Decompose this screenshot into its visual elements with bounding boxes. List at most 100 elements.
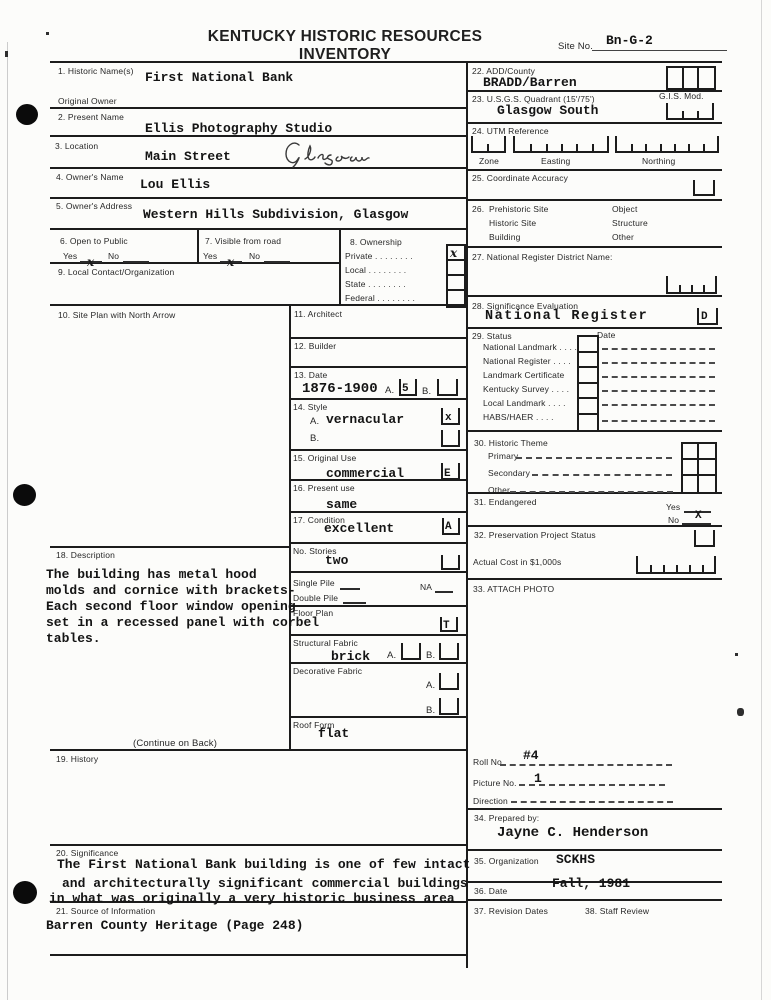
theme-other-label: Other [488, 485, 511, 495]
field-8-option-federal: Federal [345, 293, 415, 303]
field-3-label: 3. Location [55, 141, 99, 151]
divider [290, 337, 467, 339]
divider [468, 881, 722, 883]
field-28-label: 28. Significance Evaluation [472, 301, 579, 311]
field-2-value: Ellis Photography Studio [145, 121, 333, 136]
utm-zone-label: Zone [479, 156, 499, 166]
field-17-label: 17. Condition [293, 515, 346, 525]
field-31-label: 31. Endangered [474, 497, 537, 507]
field-34-value: Jayne C. Henderson [497, 825, 649, 841]
description-line: set in a recessed panel with corbel [46, 615, 320, 630]
field-26-other: Other [612, 232, 635, 242]
field-33-label: 33. ATTACH PHOTO [473, 584, 555, 594]
divider [468, 808, 722, 810]
field-6-label: 6. Open to Public [60, 236, 128, 246]
continue-on-back-note: (Continue on Back) [133, 738, 218, 749]
field-32-box [694, 530, 715, 547]
utm-easting-box [513, 136, 609, 153]
roof-form-label: Roof Form [293, 720, 335, 730]
roll-no-label: Roll No. [473, 757, 505, 767]
field-7-no-label: No [249, 251, 261, 261]
field-8-option-local: Local [345, 265, 406, 275]
divider [50, 901, 467, 903]
actual-cost-label: Actual Cost in $1,000s [473, 557, 562, 567]
roof-form-value: flat [318, 726, 350, 741]
field-36-label: 36. Date [474, 886, 508, 896]
field-14-a-box [441, 408, 460, 425]
field-7-no-line [264, 261, 290, 263]
divider [290, 398, 467, 400]
field-14-a-label: A. [310, 416, 320, 427]
field-16-value: same [326, 497, 358, 512]
field-21-value: Barren County Heritage (Page 248) [46, 918, 304, 933]
stories-value: two [325, 553, 349, 568]
picture-no-label: Picture No. [473, 778, 517, 788]
field-9-label: 9. Local Contact/Organization [58, 267, 175, 277]
divider [50, 107, 467, 109]
field-13-a-box [399, 379, 417, 396]
status-date-line [602, 404, 715, 406]
field-13-a-value: 5 [402, 383, 409, 395]
scan-speck [46, 32, 49, 35]
divider [466, 61, 468, 968]
field-21-label: 21. Source of Information [56, 906, 156, 916]
status-local-landmark: Local Landmark [483, 398, 566, 408]
field-7-label: 7. Visible from road [205, 236, 282, 246]
decorative-fabric-a-box [439, 673, 459, 690]
page-title: KENTUCKY HISTORIC RESOURCES INVENTORY [207, 28, 483, 63]
field-26-historic-site: Historic Site [489, 218, 537, 228]
divider [468, 246, 722, 248]
handwritten-glasgow [285, 142, 370, 168]
field-22-value: BRADD/Barren [483, 75, 577, 90]
divider [50, 546, 290, 548]
field-29-date-label: Date [597, 330, 616, 340]
field-10-label: 10. Site Plan with North Arrow [58, 310, 176, 320]
field-35-value: SCKHS [556, 852, 596, 867]
field-15-value: commercial [326, 466, 405, 481]
actual-cost-boxes [636, 556, 716, 574]
divider [468, 295, 722, 297]
divider [50, 954, 467, 956]
floor-plan-label: Floor Plan [293, 608, 334, 618]
field-14-b-label: B. [310, 433, 320, 444]
scan-speck [737, 708, 744, 716]
divider [50, 749, 467, 751]
field-12-label: 12. Builder [294, 341, 337, 351]
utm-easting-label: Easting [541, 156, 571, 166]
field-26-building: Building [489, 232, 521, 242]
field-37-label: 37. Revision Dates [474, 906, 549, 916]
divider [468, 90, 722, 92]
roll-no-line [500, 764, 672, 766]
significance-line: and architecturally significant commerci… [62, 876, 468, 891]
divider [290, 571, 467, 573]
field-13-b-box [437, 379, 458, 396]
field-26-object: Object [612, 204, 638, 214]
divider [290, 542, 467, 544]
decorative-fabric-label: Decorative Fabric [293, 666, 363, 676]
divider [290, 511, 467, 513]
structural-fabric-b-label: B. [426, 650, 436, 661]
field-20-label: 20. Significance [56, 848, 119, 858]
field-14-label: 14. Style [293, 402, 328, 412]
status-date-line [602, 348, 715, 350]
gis-mod-box [666, 103, 714, 120]
divider [50, 167, 467, 169]
field-4-value: Lou Ellis [140, 177, 211, 192]
status-checkboxes [577, 335, 599, 432]
divider [197, 230, 199, 263]
floor-plan-box-value: T [443, 620, 450, 632]
scan-speck [735, 653, 738, 656]
divider [468, 899, 722, 901]
divider [290, 634, 467, 636]
structural-fabric-b-box [439, 643, 459, 660]
status-kentucky-survey: Kentucky Survey [483, 384, 569, 394]
stories-box [441, 555, 460, 570]
status-date-line [602, 362, 715, 364]
field-6-no-line [123, 261, 149, 263]
field-13-label: 13. Date [294, 370, 328, 380]
theme-secondary-line [532, 474, 672, 476]
status-habs-haer: HABS/HAER [483, 412, 554, 422]
field-27-label: 27. National Register District Name: [472, 252, 613, 262]
decorative-fabric-a-label: A. [426, 680, 436, 691]
site-no-line [592, 50, 727, 51]
